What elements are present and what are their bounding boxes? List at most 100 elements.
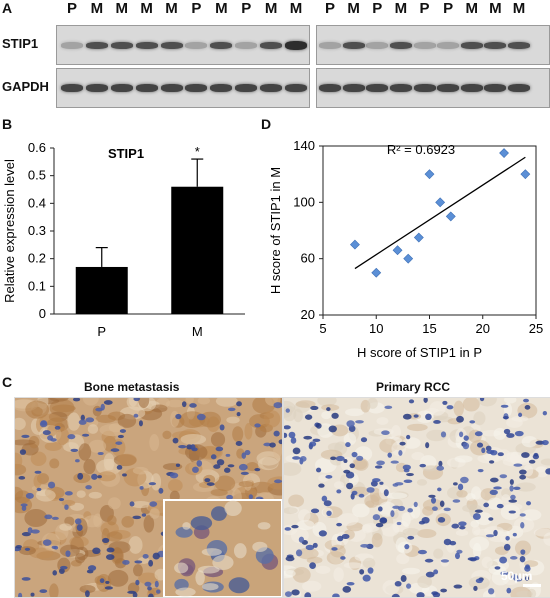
cell-nucleus — [481, 447, 486, 454]
lane-label: P — [66, 0, 78, 17]
stained-cytoplasm — [59, 523, 72, 531]
stained-cytoplasm — [402, 567, 421, 575]
scale-bar-label: 50μm — [501, 569, 533, 583]
cell-nucleus — [387, 452, 392, 458]
stained-cytoplasm — [502, 503, 523, 511]
cell-nucleus — [488, 517, 494, 521]
stained-cytoplasm — [162, 430, 172, 440]
cell-nucleus — [254, 468, 261, 472]
significance-marker: * — [195, 144, 200, 159]
cell-nucleus — [360, 437, 368, 443]
lane-label: M — [115, 0, 129, 17]
inset-cytoplasm — [257, 522, 271, 530]
lane-label: P — [324, 0, 336, 17]
stained-cytoplasm — [402, 528, 420, 536]
cell-nucleus — [238, 463, 248, 471]
gapdh-band — [484, 84, 507, 92]
cell-nucleus — [110, 448, 120, 452]
cell-nucleus — [21, 577, 31, 581]
x-tick-label: 15 — [422, 321, 436, 336]
cell-nucleus — [526, 501, 532, 506]
stained-cytoplasm — [15, 439, 36, 446]
gapdh-band — [366, 84, 389, 92]
cell-nucleus — [27, 527, 33, 534]
cell-nucleus — [477, 468, 484, 473]
cell-nucleus — [358, 493, 365, 498]
cell-nucleus — [490, 477, 499, 483]
cell-nucleus — [400, 575, 407, 582]
cell-nucleus — [500, 571, 509, 576]
data-point — [350, 239, 360, 250]
cell-nucleus — [379, 517, 387, 523]
cell-nucleus — [396, 521, 402, 526]
cell-nucleus — [503, 428, 511, 435]
cell-nucleus — [425, 571, 435, 578]
stip1-band — [285, 40, 307, 50]
cell-nucleus — [291, 589, 300, 596]
stained-cytoplasm — [107, 497, 121, 510]
cell-nucleus — [132, 515, 142, 520]
stained-cytoplasm — [106, 531, 123, 542]
cell-nucleus — [70, 448, 79, 452]
cell-nucleus — [92, 547, 101, 555]
cell-nucleus — [390, 460, 399, 464]
stained-cytoplasm — [362, 557, 376, 569]
stip1-band — [389, 41, 412, 49]
cell-nucleus — [419, 463, 427, 468]
cell-nucleus — [105, 580, 110, 584]
cell-nucleus — [305, 544, 315, 551]
stained-cytoplasm — [422, 498, 444, 512]
panel-c-letter: C — [2, 374, 13, 390]
stained-cytoplasm — [132, 564, 143, 577]
cell-nucleus — [479, 398, 485, 402]
inset-nucleus — [211, 506, 227, 521]
cell-nucleus — [315, 422, 322, 429]
cell-nucleus — [64, 491, 73, 496]
cell-nucleus — [172, 437, 179, 444]
cell-nucleus — [318, 530, 327, 537]
cell-nucleus — [192, 466, 199, 473]
stained-cytoplasm — [210, 432, 226, 447]
cell-nucleus — [383, 489, 389, 497]
cell-nucleus — [424, 558, 434, 563]
stained-cytoplasm — [51, 404, 76, 413]
stained-cytoplasm — [30, 451, 47, 466]
cell-nucleus — [97, 475, 102, 479]
cell-nucleus — [254, 423, 261, 428]
cell-nucleus — [72, 398, 81, 402]
gapdh-band — [185, 84, 208, 92]
x-tick-label: 25 — [529, 321, 543, 336]
stained-cytoplasm — [514, 540, 532, 556]
cell-nucleus — [433, 420, 441, 424]
cell-nucleus — [483, 502, 490, 508]
y-tick-label: 100 — [293, 194, 315, 209]
gapdh-band — [460, 84, 483, 92]
y-tick-label: 0.4 — [28, 195, 46, 210]
cell-nucleus — [440, 588, 448, 593]
data-point — [413, 232, 424, 243]
lane-label: P — [191, 0, 202, 17]
gapdh-band — [135, 84, 158, 92]
cell-nucleus — [148, 593, 154, 597]
cell-nucleus — [103, 400, 113, 405]
data-point — [424, 169, 435, 180]
cell-nucleus — [323, 500, 332, 507]
cell-nucleus — [528, 459, 536, 464]
stained-cytoplasm — [67, 412, 81, 431]
stained-cytoplasm — [351, 458, 368, 470]
stained-cytoplasm — [56, 427, 70, 445]
inset-cytoplasm — [182, 522, 191, 530]
cell-nucleus — [440, 559, 450, 563]
data-point — [520, 169, 531, 180]
stained-cytoplasm — [49, 583, 59, 597]
cell-nucleus — [488, 460, 495, 464]
panel-d-letter: D — [261, 116, 272, 132]
stained-cytoplasm — [24, 508, 48, 528]
cell-nucleus — [523, 398, 529, 403]
cell-nucleus — [362, 574, 371, 582]
cell-nucleus — [149, 501, 158, 507]
cell-nucleus — [499, 474, 508, 479]
stained-cytoplasm — [25, 400, 50, 419]
stained-cytoplasm — [149, 433, 160, 451]
cell-nucleus — [442, 400, 448, 405]
